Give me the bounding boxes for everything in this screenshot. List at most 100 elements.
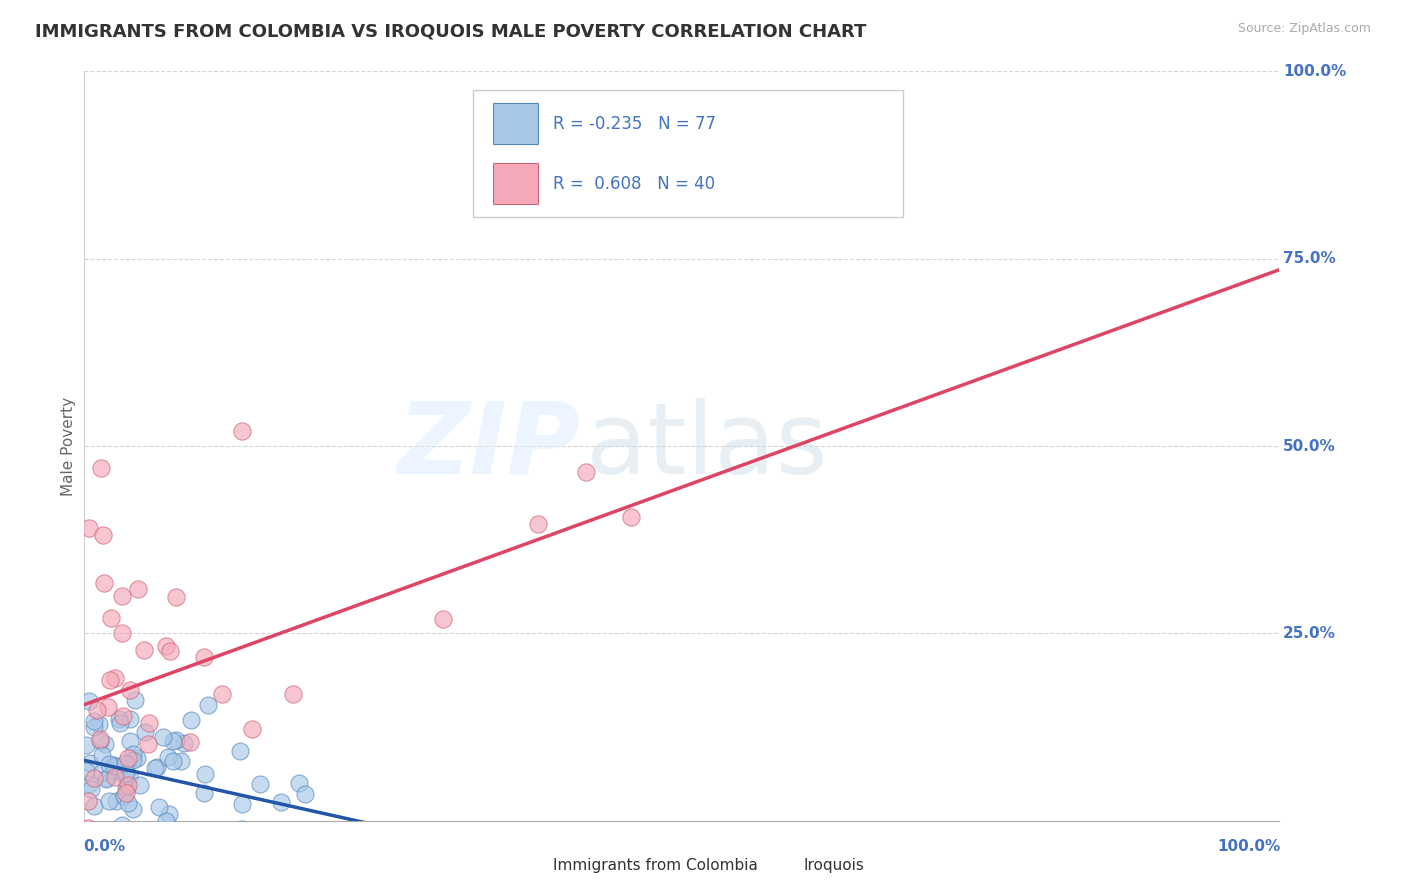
Point — [156, 750, 179, 764]
Point — [83, 720, 105, 734]
Point — [231, 822, 253, 836]
Point — [114, 786, 136, 800]
Point — [211, 687, 233, 701]
Point — [179, 735, 201, 749]
Point — [111, 589, 134, 603]
Point — [77, 694, 100, 708]
Point — [111, 626, 134, 640]
Point — [117, 751, 139, 765]
Point — [98, 673, 121, 687]
Point — [90, 764, 112, 779]
Point — [122, 753, 145, 767]
Point — [115, 756, 138, 771]
Point — [231, 797, 253, 811]
Point — [103, 832, 125, 847]
Text: 75.0%: 75.0% — [1284, 252, 1336, 266]
Point — [323, 850, 346, 864]
FancyBboxPatch shape — [472, 90, 903, 218]
Point — [101, 758, 124, 772]
Point — [117, 778, 139, 792]
Point — [169, 754, 191, 768]
Point — [86, 850, 108, 864]
Point — [159, 643, 181, 657]
Text: 100.0%: 100.0% — [1218, 839, 1281, 855]
Point — [155, 639, 177, 653]
Point — [264, 832, 287, 847]
Text: Immigrants from Colombia: Immigrants from Colombia — [553, 858, 758, 873]
Point — [180, 713, 202, 727]
Point — [97, 836, 120, 850]
Point — [96, 771, 118, 785]
Point — [193, 649, 215, 664]
Point — [249, 777, 271, 791]
Point — [77, 777, 100, 791]
Point — [83, 714, 105, 729]
Point — [229, 744, 252, 758]
Point — [134, 724, 156, 739]
Point — [122, 747, 145, 761]
Point — [231, 424, 253, 438]
Point — [80, 781, 103, 796]
Point — [138, 844, 160, 858]
Point — [620, 510, 643, 524]
Point — [77, 821, 100, 835]
Point — [86, 703, 108, 717]
Point — [173, 736, 195, 750]
Point — [527, 517, 550, 532]
Point — [115, 766, 138, 780]
Point — [132, 829, 155, 843]
Point — [294, 787, 316, 801]
Bar — [494, 103, 538, 145]
Point — [118, 769, 141, 783]
Point — [432, 612, 454, 626]
Point — [143, 761, 166, 775]
Text: Source: ZipAtlas.com: Source: ZipAtlas.com — [1237, 22, 1371, 36]
Point — [240, 722, 263, 736]
Point — [155, 814, 177, 828]
Point — [117, 796, 139, 810]
Point — [76, 794, 98, 808]
Point — [75, 738, 97, 752]
Point — [575, 466, 598, 480]
Point — [94, 772, 117, 786]
Point — [91, 528, 114, 542]
Bar — [509, 851, 543, 880]
Point — [77, 825, 100, 839]
Point — [98, 794, 121, 808]
Text: 0.0%: 0.0% — [83, 839, 125, 855]
Point — [89, 731, 111, 746]
Point — [77, 521, 100, 535]
Point — [112, 789, 135, 803]
Text: 50.0%: 50.0% — [1284, 439, 1336, 453]
Point — [408, 846, 430, 860]
Point — [194, 766, 217, 780]
Point — [108, 716, 131, 731]
Point — [277, 832, 299, 847]
Point — [75, 764, 97, 778]
Point — [270, 796, 292, 810]
Text: 100.0%: 100.0% — [1284, 64, 1347, 78]
Point — [146, 760, 169, 774]
Point — [148, 799, 170, 814]
Text: IMMIGRANTS FROM COLOMBIA VS IROQUOIS MALE POVERTY CORRELATION CHART: IMMIGRANTS FROM COLOMBIA VS IROQUOIS MAL… — [35, 22, 866, 40]
Point — [127, 582, 149, 596]
Point — [118, 734, 141, 748]
Point — [114, 766, 136, 780]
Point — [111, 818, 134, 832]
Point — [136, 737, 159, 751]
Point — [112, 709, 135, 723]
Point — [97, 700, 120, 714]
Point — [103, 763, 125, 777]
Point — [149, 844, 172, 858]
Text: 25.0%: 25.0% — [1284, 626, 1336, 640]
Point — [90, 461, 112, 475]
Point — [124, 692, 146, 706]
Point — [283, 687, 305, 701]
Text: Iroquois: Iroquois — [804, 858, 865, 873]
Point — [114, 781, 136, 796]
Point — [162, 754, 184, 768]
Point — [132, 643, 155, 657]
Point — [97, 756, 120, 771]
Y-axis label: Male Poverty: Male Poverty — [60, 396, 76, 496]
Point — [112, 768, 135, 782]
